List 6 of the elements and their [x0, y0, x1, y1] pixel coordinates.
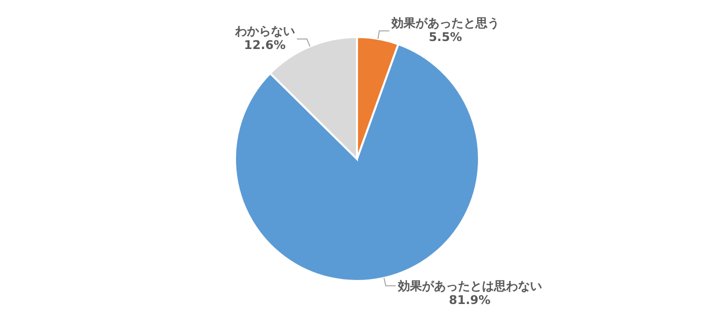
slice-label: 効果があったと思う — [390, 16, 500, 30]
data-label: 5.5% — [428, 30, 462, 44]
slice-label: わからない — [234, 24, 295, 38]
data-label: 12.6% — [244, 38, 286, 52]
slice-label: 効果があったとは思わない — [396, 278, 542, 293]
data-label: 81.9% — [448, 292, 491, 307]
